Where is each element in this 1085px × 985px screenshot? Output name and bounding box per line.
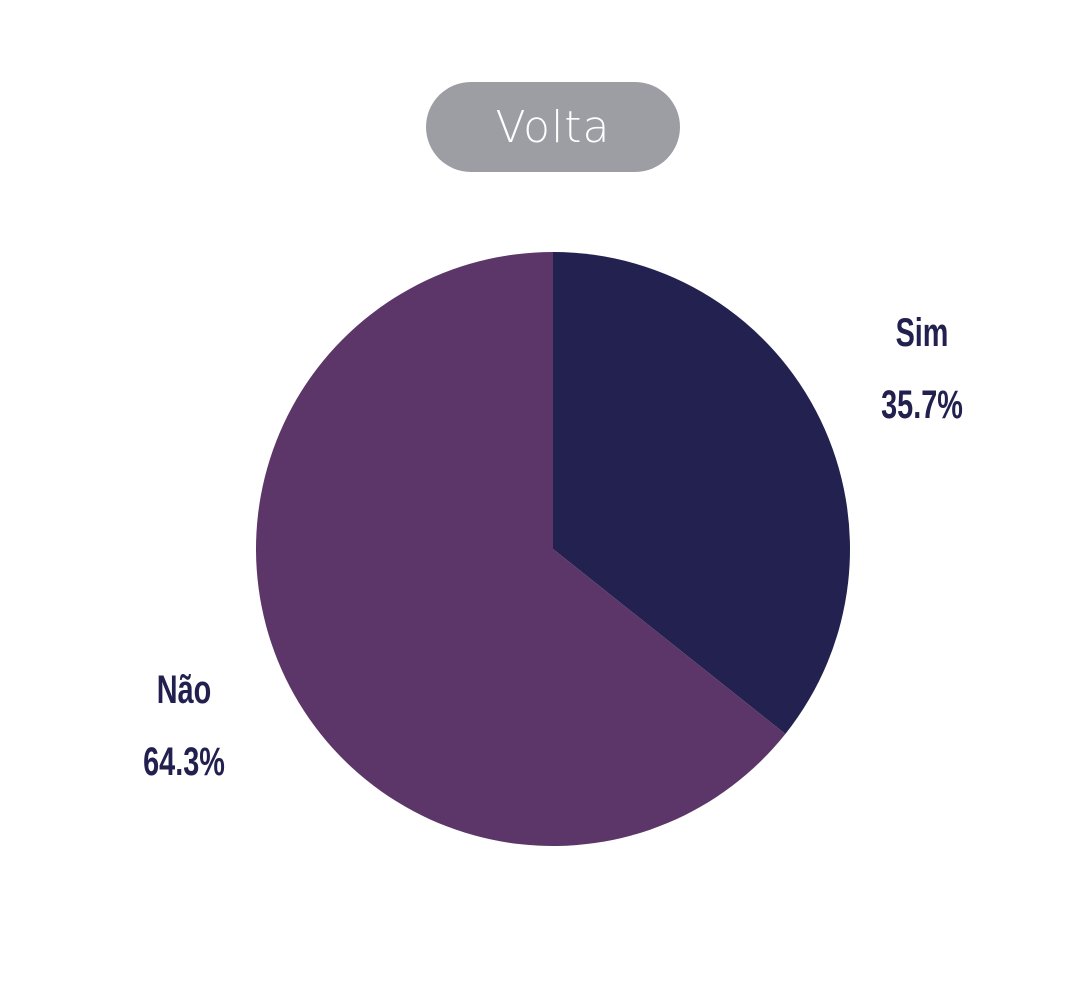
slice-category-sim: Sim	[895, 311, 949, 355]
pie-slice-sim	[553, 252, 850, 734]
volta-button[interactable]: Volta	[426, 82, 680, 172]
slice-label-sim: Sim 35.7%	[879, 313, 965, 425]
volta-label: Volta	[495, 101, 611, 153]
slice-percent-nao: 64.3%	[143, 740, 225, 784]
slice-label-nao: Não 64.3%	[141, 670, 227, 782]
slice-percent-sim: 35.7%	[881, 383, 963, 427]
pie-slice-nao	[255, 251, 786, 846]
slice-category-nao: Não	[156, 668, 212, 712]
